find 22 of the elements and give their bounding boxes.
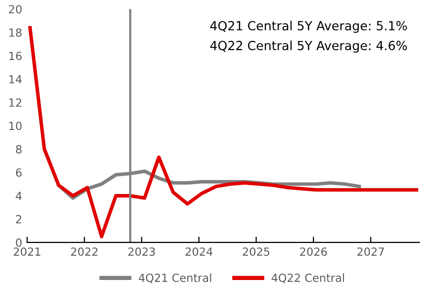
y-tick-label: 12: [9, 98, 22, 107]
x-tick-label: 2025: [242, 247, 270, 256]
annotation: 4Q21 Central 5Y Average: 5.1%: [210, 20, 407, 33]
x-tick-label: 2022: [71, 247, 98, 256]
legend-label: 4Q22 Central: [272, 273, 344, 284]
x-tick-label: 2023: [128, 247, 155, 256]
y-tick-label: 18: [9, 28, 22, 37]
y-tick-label: 20: [8, 5, 22, 14]
x-tick-label: 2021: [14, 247, 40, 256]
y-tick-label: 10: [9, 122, 22, 130]
y-tick-label: 8: [16, 145, 22, 154]
annotation: 4Q22 Central 5Y Average: 4.6%: [210, 40, 407, 53]
y-tick-label: 4: [16, 192, 22, 200]
y-tick-label: 6: [16, 168, 22, 177]
y-tick-label: 14: [9, 75, 22, 84]
x-tick-label: 2027: [357, 247, 384, 256]
y-tick-label: 0: [16, 238, 22, 247]
x-tick-label: 2026: [300, 247, 327, 256]
y-tick-label: 16: [9, 52, 22, 60]
legend-label: 4Q21 Central: [138, 273, 212, 284]
x-tick-label: 2024: [186, 247, 212, 256]
y-tick-label: 2: [16, 215, 22, 224]
